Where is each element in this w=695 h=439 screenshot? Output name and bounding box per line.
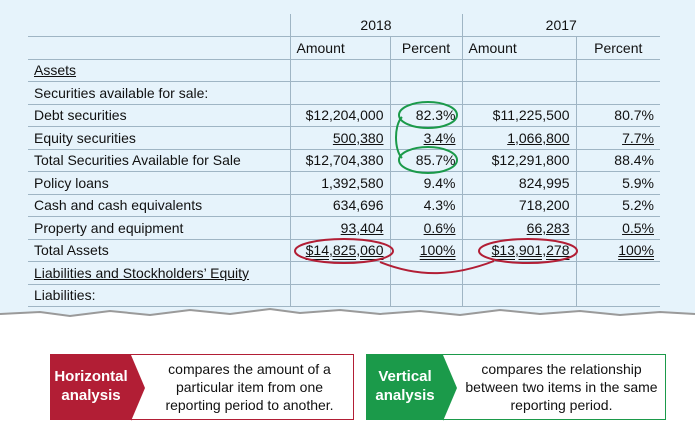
percent-2018-cell: 82.3% xyxy=(389,104,462,127)
table-row: Debt securities $12,204,000 82.3% $11,22… xyxy=(28,104,660,127)
table-row: Total Assets $14,825,060 100% $13,901,27… xyxy=(28,239,660,262)
vertical-analysis-tag: Vertical analysis xyxy=(367,355,457,421)
row-label: Debt securities xyxy=(28,104,290,127)
percent-2018-cell: 100% xyxy=(419,242,456,259)
row-label: Securities available for sale: xyxy=(28,81,290,105)
amount-2017-cell: 66,283 xyxy=(526,219,570,236)
percent-2018-header: Percent xyxy=(389,36,462,60)
amount-2018-cell: 634,696 xyxy=(289,194,390,217)
row-label: Property and equipment xyxy=(28,216,290,240)
amount-2017-cell: $12,291,800 xyxy=(461,149,576,172)
table-row: Policy loans 1,392,580 9.4% 824,995 5.9% xyxy=(28,171,660,195)
amount-2018-cell: $12,204,000 xyxy=(289,104,390,127)
percent-2018-cell: 85.7% xyxy=(389,149,462,172)
amount-2017-cell: $11,225,500 xyxy=(461,104,576,127)
table-row: Total Securities Available for Sale $12,… xyxy=(28,149,660,172)
year-2017-header: 2017 xyxy=(461,14,660,37)
percent-2017-cell: 5.2% xyxy=(575,194,660,217)
amount-2018-cell: $14,825,060 xyxy=(305,242,384,259)
year-2018-header: 2018 xyxy=(289,14,462,37)
row-label: Total Assets xyxy=(28,239,290,262)
table-row: Equity securities 500,380 3.4% 1,066,800… xyxy=(28,126,660,150)
table-row: Cash and cash equivalents 634,696 4.3% 7… xyxy=(28,194,660,217)
torn-paper-edge xyxy=(0,307,695,335)
amount-2018-header: Amount xyxy=(289,36,390,60)
percent-2018-cell: 9.4% xyxy=(389,171,462,195)
amount-2017-cell: 1,066,800 xyxy=(507,129,570,146)
amount-2018-cell: $12,704,380 xyxy=(289,149,390,172)
row-label: Liabilities: xyxy=(28,284,290,307)
year-header-row: 2018 2017 xyxy=(28,14,660,37)
row-label: Policy loans xyxy=(28,171,290,195)
horizontal-analysis-callout: Horizontal analysis compares the amount … xyxy=(50,354,354,421)
amount-2018-cell: 500,380 xyxy=(332,129,384,146)
vertical-analysis-description: compares the relationship between two it… xyxy=(465,360,658,414)
percent-2017-header: Percent xyxy=(575,36,660,60)
row-label: Total Securities Available for Sale xyxy=(28,149,290,172)
row-label: Liabilities and Stockholders’ Equity xyxy=(28,261,290,285)
amount-2017-cell: $13,901,278 xyxy=(491,242,570,259)
table-row: Securities available for sale: xyxy=(28,81,660,105)
vertical-analysis-callout: Vertical analysis compares the relations… xyxy=(366,354,666,421)
percent-2017-cell: 100% xyxy=(618,242,654,259)
amount-2017-cell: 824,995 xyxy=(461,171,576,195)
table-row: Liabilities and Stockholders’ Equity xyxy=(28,261,660,285)
row-label: Equity securities xyxy=(28,126,290,150)
table-row: Assets xyxy=(28,59,660,82)
table-row: Liabilities: xyxy=(28,284,660,307)
table-row: Property and equipment 93,404 0.6% 66,28… xyxy=(28,216,660,240)
percent-2018-cell: 0.6% xyxy=(423,219,456,236)
horizontal-analysis-description: compares the amount of a particular item… xyxy=(165,360,334,414)
horizontal-analysis-tag: Horizontal analysis xyxy=(51,355,145,421)
balance-sheet: 2018 2017 Amount Percent Amount Percent … xyxy=(0,0,695,325)
percent-2017-cell: 80.7% xyxy=(575,104,660,127)
amount-2018-cell: 1,392,580 xyxy=(289,171,390,195)
column-header-row: Amount Percent Amount Percent xyxy=(28,36,660,60)
row-label: Cash and cash equivalents xyxy=(28,194,290,217)
balance-sheet-table: 2018 2017 Amount Percent Amount Percent … xyxy=(28,14,660,307)
amount-2017-header: Amount xyxy=(461,36,576,60)
percent-2018-cell: 4.3% xyxy=(389,194,462,217)
percent-2017-cell: 88.4% xyxy=(575,149,660,172)
percent-2017-cell: 0.5% xyxy=(622,219,654,236)
amount-2018-cell: 93,404 xyxy=(340,219,384,236)
amount-2017-cell: 718,200 xyxy=(461,194,576,217)
percent-2017-cell: 7.7% xyxy=(622,129,654,146)
percent-2017-cell: 5.9% xyxy=(575,171,660,195)
row-label: Assets xyxy=(28,59,290,82)
percent-2018-cell: 3.4% xyxy=(423,129,456,146)
